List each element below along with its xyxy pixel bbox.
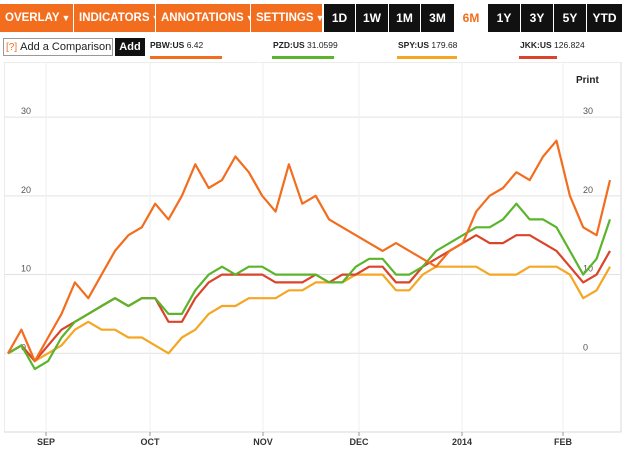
- x-tick-label: DEC: [349, 437, 369, 447]
- overlay-menu-label: OVERLAY: [5, 12, 60, 24]
- legend-value: 179.68: [431, 40, 458, 50]
- caret-down-icon: ▼: [315, 13, 325, 23]
- plot-frame: [3, 61, 622, 433]
- toolbar: OVERLAY▼ INDICATORS▼ ANNOTATIONS▼ SETTIN…: [0, 0, 624, 35]
- x-tick-label: NOV: [253, 437, 273, 447]
- add-comparison-button[interactable]: Add: [115, 38, 145, 56]
- x-tick-label: FEB: [554, 437, 573, 447]
- legend-value: 31.0599: [307, 40, 338, 50]
- legend-symbol: SPY:US: [398, 40, 430, 50]
- legend-item-pzd: PZD:US 31.0599: [273, 40, 338, 50]
- settings-menu-label: SETTINGS: [256, 12, 314, 24]
- chart-area: 0 0 10 10 20 20 30 30 SEP OCT NOV DEC 2014 FEB: [3, 61, 622, 449]
- annotations-menu-button[interactable]: ANNOTATIONS▼: [156, 4, 255, 32]
- x-tick-label: 2014: [452, 437, 472, 447]
- legend-symbol: PBW:US: [150, 40, 185, 50]
- legend-value: 6.42: [186, 40, 204, 50]
- y-tick-label-left: 20: [21, 185, 31, 195]
- comparison-input[interactable]: [?] Add a Comparison: [3, 38, 113, 56]
- legend-symbol: PZD:US: [273, 40, 305, 50]
- y-tick-label-right: 20: [583, 185, 593, 195]
- comparison-input-text: Add a Comparison: [20, 41, 112, 53]
- legend-swatch-spy: [397, 56, 457, 59]
- y-tick-label-right: 30: [583, 106, 593, 116]
- range-button-1w[interactable]: 1W: [356, 4, 388, 32]
- range-button-ytd[interactable]: YTD: [587, 4, 622, 32]
- range-button-1m[interactable]: 1M: [389, 4, 420, 32]
- range-button-3y[interactable]: 3Y: [521, 4, 553, 32]
- series-line-spy: [7, 265, 611, 363]
- series-line-pzd: [7, 202, 612, 371]
- series-line-pbw: [7, 139, 612, 363]
- settings-menu-button[interactable]: SETTINGS ▼: [251, 4, 325, 32]
- print-button[interactable]: Print: [576, 75, 599, 86]
- annotations-menu-label: ANNOTATIONS: [161, 12, 244, 24]
- legend-swatch-pbw: [150, 56, 222, 59]
- y-tick-label-left: 10: [21, 264, 31, 274]
- range-button-3m[interactable]: 3M: [421, 4, 454, 32]
- legend-swatch-pzd: [272, 56, 334, 59]
- range-button-5y[interactable]: 5Y: [554, 4, 586, 32]
- help-icon[interactable]: [?]: [6, 42, 18, 53]
- x-tick-label: SEP: [37, 437, 55, 447]
- range-button-6m[interactable]: 6M: [455, 4, 487, 32]
- indicators-menu-label: INDICATORS: [79, 12, 150, 24]
- legend-item-spy: SPY:US 179.68: [398, 40, 457, 50]
- y-tick-label-right: 0: [583, 342, 588, 352]
- legend-swatch-jkk: [519, 56, 557, 59]
- range-button-1d[interactable]: 1D: [324, 4, 355, 32]
- legend-symbol: JKK:US: [520, 40, 552, 50]
- indicators-menu-button[interactable]: INDICATORS▼: [74, 4, 160, 32]
- legend-value: 126.824: [554, 40, 585, 50]
- overlay-menu-button[interactable]: OVERLAY ▼: [0, 4, 73, 32]
- caret-down-icon: ▼: [246, 13, 255, 23]
- legend-item-pbw: PBW:US 6.42: [150, 40, 203, 50]
- range-button-1y[interactable]: 1Y: [488, 4, 520, 32]
- caret-down-icon: ▼: [61, 13, 71, 23]
- x-tick-label: OCT: [141, 437, 161, 447]
- legend-item-jkk: JKK:US 126.824: [520, 40, 585, 50]
- caret-down-icon: ▼: [152, 13, 161, 23]
- y-tick-label-left: 30: [21, 106, 31, 116]
